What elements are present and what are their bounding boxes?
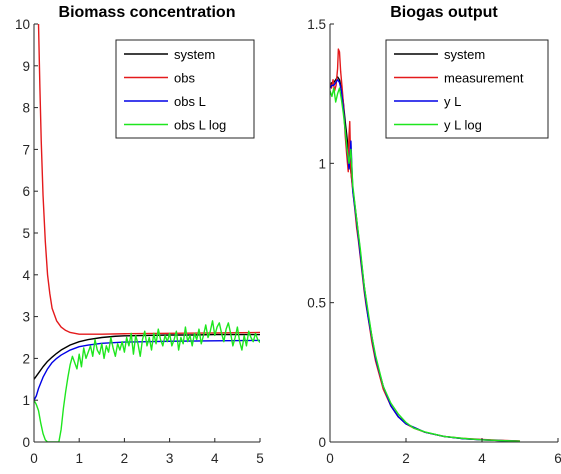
series-line-obs-l	[34, 339, 260, 401]
series-line-system	[34, 333, 260, 380]
x-tick-label: 6	[554, 451, 561, 466]
legend-label: obs	[174, 71, 195, 86]
legend-label: system	[444, 47, 485, 62]
x-tick-label: 5	[256, 451, 264, 466]
y-tick-label: 10	[15, 17, 30, 32]
legend-label: obs L	[174, 94, 206, 109]
legend-label: system	[174, 47, 215, 62]
y-tick-label: 2	[22, 351, 30, 366]
series-line-obs	[37, 24, 260, 335]
series-line-obs-l-log	[34, 320, 260, 442]
y-tick-label: 0	[22, 435, 30, 450]
legend: system obs obs L obs L log	[115, 39, 255, 139]
series-line-y-l-log	[330, 87, 521, 442]
plot-area	[330, 48, 521, 442]
y-tick-label: 0.5	[307, 296, 326, 311]
y-tick-label: 1	[318, 156, 326, 171]
chart-title: Biogas output	[390, 4, 498, 21]
x-tick-label: 0	[326, 451, 334, 466]
legend: system measurement y L y L log	[385, 39, 549, 139]
x-tick-label: 4	[211, 451, 219, 466]
x-tick-label: 4	[478, 451, 486, 466]
x-tick-label: 2	[402, 451, 410, 466]
y-tick-label: 0	[318, 435, 326, 450]
legend-label: y L	[444, 94, 461, 109]
legend-box	[385, 39, 549, 139]
legend-box	[115, 39, 255, 139]
y-tick-label: 4	[22, 268, 30, 283]
y-tick-label: 1	[22, 393, 30, 408]
y-tick-label: 8	[22, 101, 30, 116]
legend-label: measurement	[444, 71, 524, 86]
y-tick-label: 5	[22, 226, 30, 241]
y-tick-label: 3	[22, 310, 30, 325]
biogas-chart: Biogas output 0 0.5 1 1.5 0 2 4 6 system measurem…	[307, 4, 561, 466]
y-tick-label: 6	[22, 184, 30, 199]
x-tick-label: 3	[166, 451, 174, 466]
legend-label: y L log	[444, 118, 482, 133]
y-tick-label: 9	[22, 59, 30, 74]
x-tick-label: 1	[75, 451, 83, 466]
x-tick-label: 2	[121, 451, 129, 466]
chart-title: Biomass concentration	[59, 4, 236, 21]
x-tick-label: 0	[30, 451, 38, 466]
y-tick-label: 1.5	[307, 17, 326, 32]
biomass-chart: Biomass concentration 0 1 2 3 4 5 6 7 8 9 10 0 1 2 3 4 5…	[15, 4, 264, 466]
y-tick-label: 7	[22, 142, 30, 157]
legend-label: obs L log	[174, 118, 226, 133]
plot-area	[34, 24, 260, 442]
